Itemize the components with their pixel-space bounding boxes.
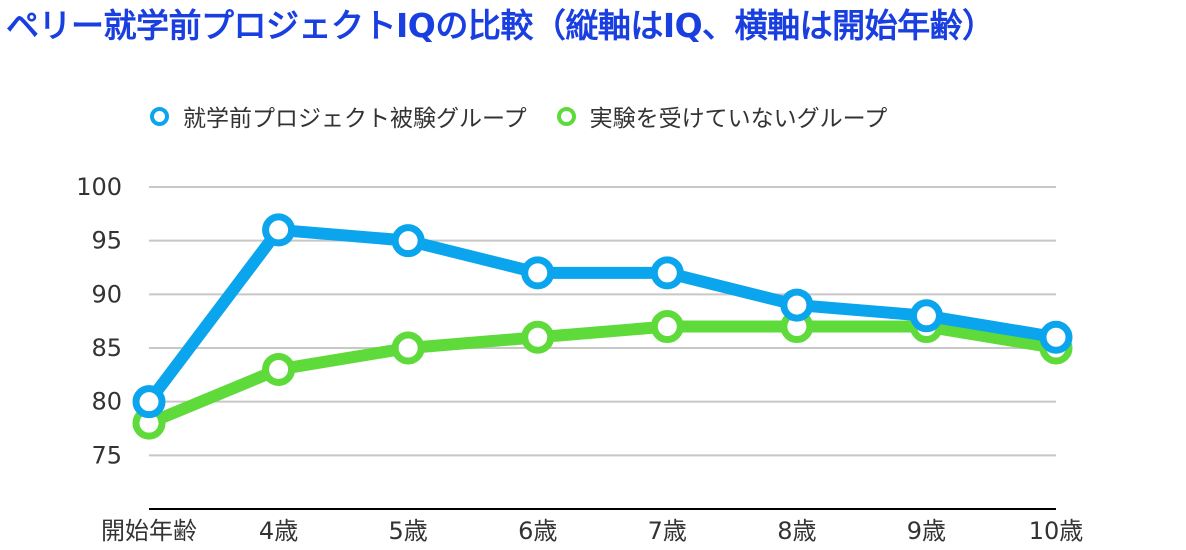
- y-axis-ticks: 75 80 85 90 95 100: [76, 173, 122, 469]
- y-tick-label: 100: [76, 173, 122, 201]
- data-point: [650, 310, 684, 344]
- data-point: [780, 288, 814, 322]
- series-line: [143, 223, 1062, 408]
- y-tick-label: 80: [91, 388, 122, 416]
- legend-label-treatment: 就学前プロジェクト被験グループ: [183, 106, 527, 132]
- data-point: [909, 299, 943, 333]
- data-point: [391, 331, 425, 365]
- gridlines: [149, 186, 1056, 457]
- y-tick-label: 75: [91, 441, 122, 469]
- y-tick-label: 90: [91, 280, 122, 308]
- legend-marker-control: [556, 106, 576, 126]
- data-point: [521, 320, 555, 354]
- data-point: [650, 256, 684, 290]
- x-tick-label: 7歳: [648, 517, 687, 545]
- data-point: [1039, 320, 1073, 354]
- chart-title: ペリー就学前プロジェクトIQの比較（縦軸はIQ、横軸は開始年齢）: [6, 6, 995, 45]
- x-tick-label: 4歳: [259, 517, 298, 545]
- legend-label-control: 実験を受けていないグループ: [589, 106, 888, 132]
- data-point: [262, 352, 296, 386]
- x-tick-label: 8歳: [777, 517, 816, 545]
- legend-item-treatment: 就学前プロジェクト被験グループ: [150, 99, 527, 133]
- data-point: [132, 385, 166, 419]
- x-tick-label: 9歳: [907, 517, 946, 545]
- data-point: [521, 256, 555, 290]
- legend-item-control: 実験を受けていないグループ: [556, 99, 888, 133]
- legend: 就学前プロジェクト被験グループ 実験を受けていないグループ: [150, 96, 917, 136]
- series: [132, 213, 1073, 440]
- x-tick-label: 10歳: [1029, 517, 1084, 545]
- x-tick-label: 開始年齢: [101, 517, 197, 545]
- x-tick-label: 5歳: [389, 517, 428, 545]
- data-point: [262, 213, 296, 247]
- data-point: [391, 224, 425, 258]
- series-line: [143, 320, 1062, 430]
- x-axis-ticks: 開始年齢 4歳 5歳 6歳 7歳 8歳 9歳 10歳: [101, 517, 1083, 545]
- y-tick-label: 85: [91, 334, 122, 362]
- y-tick-label: 95: [91, 227, 122, 255]
- legend-marker-treatment: [150, 106, 169, 126]
- series-treatment: [132, 213, 1073, 419]
- x-tick-label: 6歳: [518, 517, 557, 545]
